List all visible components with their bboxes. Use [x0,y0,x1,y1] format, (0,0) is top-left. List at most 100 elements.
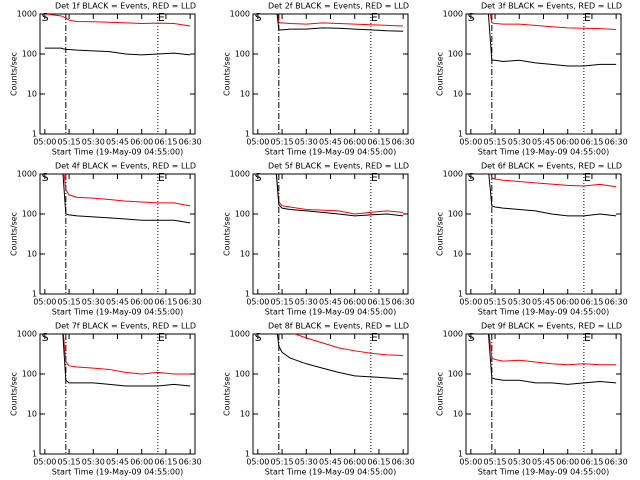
y-tick-label: 10 [240,90,250,99]
annotation: S [255,11,262,24]
y-tick-label: 1000 [230,10,250,19]
x-tick-label: 06:30 [392,458,415,467]
x-tick-label: 06:15 [580,298,603,307]
x-tick-label: 05:15 [484,458,507,467]
x-tick-label: 05:45 [319,298,342,307]
x-tick-label: 05:45 [106,138,129,147]
panel: Det 8f BLACK = Events, RED = LLD 1 10 100 10… [223,322,415,477]
series-group [44,14,191,56]
x-tick-label: 05:00 [246,458,269,467]
chart-title: Det 9f BLACK = Events, RED = LLD [481,322,622,331]
annotation: E [584,171,591,184]
x-tick-label: 05:15 [58,458,81,467]
panel: Det 4f BLACK = Events, RED = LLD 1 10 100 10… [10,162,202,317]
y-tick-label: 1000 [17,330,37,339]
y-tick-label: 1 [32,290,37,299]
y-tick-label: 10 [27,250,37,259]
x-tick-label: 05:15 [58,138,81,147]
y-tick-label: 1000 [443,170,463,179]
x-tick-label: 05:30 [295,458,318,467]
x-tick-label: 05:45 [532,138,555,147]
plot-frame [252,173,409,295]
x-tick-label: 06:30 [392,138,415,147]
y-tick-label: 1 [245,450,250,459]
x-tick-label: 06:00 [556,138,579,147]
y-tick-label: 1 [32,130,37,139]
panel: Det 5f BLACK = Events, RED = LLD 1 10 100 10… [223,162,415,317]
annotation: E [158,171,165,184]
series-line [44,47,191,56]
x-tick-label: 06:00 [130,458,153,467]
annotation: S [468,171,475,184]
annotation: E [158,331,165,344]
x-tick-label: 06:15 [154,298,177,307]
panel: Det 2f BLACK = Events, RED = LLD 1 10 100 10… [223,2,415,157]
x-axis-label: Start Time (19-May-09 04:55:00) [478,148,609,157]
x-tick-label: 06:30 [179,138,202,147]
x-tick-label: 05:45 [532,298,555,307]
y-tick-label: 1000 [230,170,250,179]
y-axis-label: Counts/sec [223,52,232,96]
x-tick-label: 06:30 [179,298,202,307]
x-tick-label: 06:15 [580,138,603,147]
y-tick-label: 10 [453,250,463,259]
series-group [487,334,617,385]
x-tick-label: 06:00 [556,298,579,307]
x-axis-label: Start Time (19-May-09 04:55:00) [265,468,396,477]
x-tick-label: 05:45 [106,298,129,307]
y-axis-label: Counts/sec [436,212,445,256]
x-tick-label: 05:30 [82,138,105,147]
x-tick-label: 06:30 [605,138,628,147]
y-tick-label: 1000 [17,10,37,19]
x-axis-label: Start Time (19-May-09 04:55:00) [265,148,396,157]
chart-title: Det 6f BLACK = Events, RED = LLD [481,162,622,171]
x-tick-label: 06:00 [343,298,366,307]
x-tick-label: 05:15 [484,138,507,147]
chart-title: Det 5f BLACK = Events, RED = LLD [268,162,409,171]
series-line [44,14,191,27]
series-line [488,334,617,366]
annotation: S [468,11,475,24]
x-tick-label: 05:30 [508,138,531,147]
x-tick-label: 05:15 [271,138,294,147]
series-line [487,14,617,67]
x-axis-label: Start Time (19-May-09 04:55:00) [478,468,609,477]
y-tick-label: 1000 [443,330,463,339]
x-tick-label: 06:00 [130,138,153,147]
panel: Det 1f BLACK = Events, RED = LLD 1 10 100 10… [10,2,202,157]
chart-title: Det 7f BLACK = Events, RED = LLD [55,322,196,331]
y-tick-label: 10 [453,90,463,99]
series-line [62,174,191,224]
y-tick-label: 1 [458,290,463,299]
plot-frame [39,173,196,295]
x-tick-label: 05:15 [58,298,81,307]
plot-frame [465,173,622,295]
x-axis-label: Start Time (19-May-09 04:55:00) [265,308,396,317]
panel: Det 3f BLACK = Events, RED = LLD 1 10 100 10… [436,2,628,157]
x-tick-label: 06:00 [130,298,153,307]
x-tick-label: 06:15 [154,458,177,467]
series-line [488,174,617,217]
x-tick-label: 05:00 [459,298,482,307]
y-axis-label: Counts/sec [10,52,19,96]
y-axis-label: Counts/sec [436,52,445,96]
series-line [293,334,404,357]
x-tick-label: 06:00 [556,458,579,467]
x-tick-label: 05:00 [459,138,482,147]
series-line [277,14,404,27]
plot-frame [465,333,622,455]
y-tick-label: 1 [245,130,250,139]
series-line [276,14,404,32]
x-tick-label: 05:00 [246,138,269,147]
series-group [275,174,404,217]
x-tick-label: 06:30 [605,298,628,307]
x-tick-label: 05:45 [532,458,555,467]
y-tick-label: 10 [240,410,250,419]
y-tick-label: 100 [235,50,250,59]
x-tick-label: 06:00 [343,138,366,147]
series-line [275,174,404,217]
annotation: S [468,331,475,344]
x-tick-label: 06:00 [343,458,366,467]
x-tick-label: 06:15 [580,458,603,467]
